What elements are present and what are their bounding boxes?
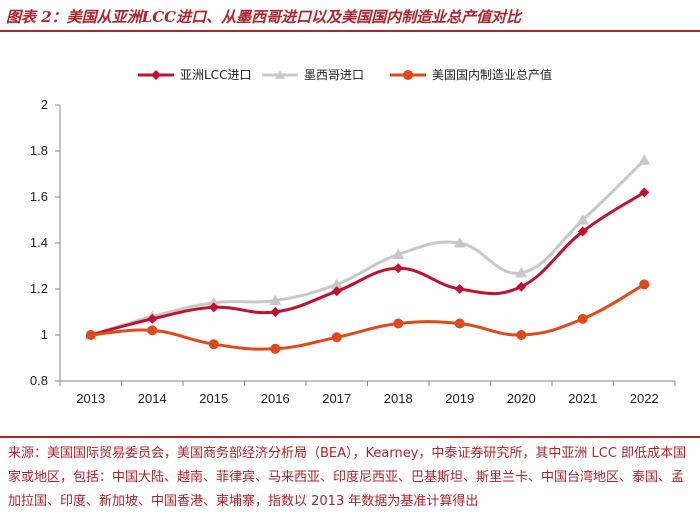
x-tick-label: 2022	[630, 391, 659, 406]
data-point	[639, 279, 650, 290]
line-chart: 0.8 1 1.2 1.4 1.6 1.8 2 2013 2014 2015 2016 2017 201…	[30, 67, 676, 406]
series-line	[90, 159, 646, 337]
source-divider	[0, 436, 700, 438]
data-point	[454, 318, 465, 329]
y-tick-label: 1.4	[30, 235, 48, 250]
x-tick-label: 2021	[568, 391, 597, 406]
data-point	[330, 278, 343, 289]
data-point	[516, 281, 527, 292]
data-point	[208, 339, 219, 350]
data-point	[85, 330, 96, 340]
series-line	[90, 283, 645, 351]
data-point	[331, 332, 342, 343]
x-tick-label: 2016	[261, 391, 290, 406]
data-point	[147, 313, 158, 324]
legend-marker	[403, 70, 413, 80]
data-point	[147, 325, 158, 336]
data-point	[269, 294, 282, 305]
data-point	[577, 226, 588, 237]
legend-marker	[151, 70, 161, 80]
source-note: 来源：美国国际贸易委员会，美国商务部经济分析局（BEA），Kearney，中泰证…	[8, 446, 687, 509]
series-line	[90, 191, 646, 337]
data-point	[331, 286, 342, 297]
data-point	[453, 237, 466, 248]
y-tick-label: 1.6	[30, 189, 48, 204]
data-point	[393, 318, 404, 329]
figure-title-bar: 图表 2：美国从亚洲LCC进口、从墨西哥进口以及美国国内制造业总产值对比	[0, 0, 700, 32]
x-tick-label: 2018	[384, 391, 413, 406]
x-tick-label: 2019	[445, 391, 474, 406]
data-point	[577, 313, 588, 324]
y-tick-label: 1	[41, 327, 48, 342]
data-point	[207, 296, 220, 308]
data-point	[454, 284, 465, 294]
y-tick-label: 0.8	[30, 373, 48, 388]
x-tick-label: 2015	[199, 391, 228, 406]
data-point	[393, 263, 404, 274]
x-tick-label: 2020	[507, 391, 536, 406]
legend-label: 亚洲LCC进口	[180, 68, 251, 82]
data-point	[516, 330, 527, 340]
data-point	[515, 266, 528, 278]
legend-label: 美国国内制造业总产值	[432, 67, 552, 82]
y-tick-label: 2	[41, 97, 48, 112]
y-tick-label: 1.8	[30, 143, 48, 158]
data-point	[392, 248, 405, 259]
data-point	[270, 343, 281, 354]
y-tick-label: 1.2	[30, 281, 48, 296]
data-point	[576, 214, 589, 225]
data-point	[208, 302, 219, 313]
figure-title: 图表 2：美国从亚洲LCC进口、从墨西哥进口以及美国国内制造业总产值对比	[6, 8, 522, 26]
legend-marker	[275, 70, 285, 79]
x-tick-label: 2014	[138, 391, 167, 406]
legend-label: 墨西哥进口	[304, 68, 364, 82]
data-point	[638, 154, 651, 165]
data-point	[270, 307, 281, 317]
x-tick-label: 2013	[76, 391, 105, 406]
x-tick-label: 2017	[322, 391, 351, 406]
data-point	[639, 187, 650, 198]
